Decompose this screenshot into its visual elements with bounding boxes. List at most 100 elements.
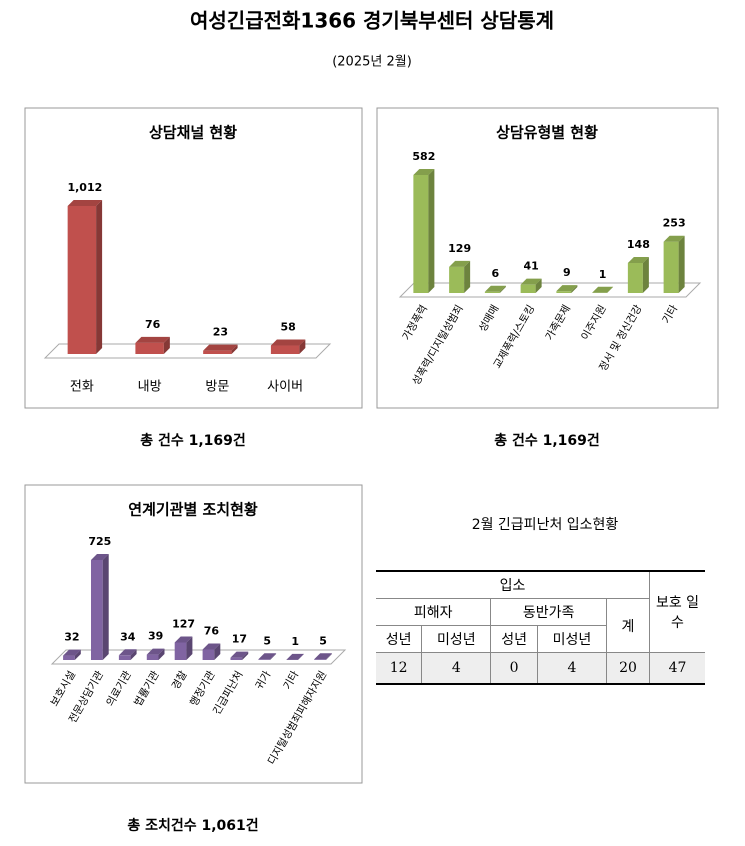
bar: [286, 653, 305, 660]
bar: [146, 648, 165, 660]
bar-top: [314, 653, 332, 660]
chart-box: [24, 484, 363, 784]
bar-top: [449, 260, 471, 267]
total-label: 총 건수 1,169건: [494, 432, 600, 449]
bar-side: [214, 643, 221, 660]
value-label: 148: [627, 238, 650, 251]
data-cell: 47: [649, 652, 705, 685]
bar-top: [258, 653, 277, 660]
bar-front: [146, 654, 159, 660]
value-label: 253: [663, 217, 686, 230]
admission-table: 입소 보호 일수 피해자 동반가족 계 성년 미성년 성년 미성년 12 4 0…: [376, 570, 705, 685]
value-label: 582: [412, 150, 435, 163]
bar-side: [186, 636, 193, 660]
value-label: 34: [120, 630, 136, 643]
data-cell: 4: [536, 652, 608, 685]
value-label: 41: [523, 260, 538, 273]
bar: [592, 286, 614, 293]
bar: [67, 200, 103, 354]
bar-front: [90, 560, 103, 660]
value-label: 1: [291, 635, 299, 648]
bar-top: [203, 344, 238, 351]
header-cell: 미성년: [536, 625, 608, 653]
value-label: 725: [88, 535, 111, 548]
data-cell: 20: [606, 652, 650, 685]
bar-side: [130, 649, 137, 660]
data-cell: 12: [376, 652, 423, 685]
value-label: 129: [448, 242, 471, 255]
bar-side: [535, 278, 542, 293]
bar-side: [325, 653, 332, 660]
chart-title: 연계기관별 조치현황: [128, 501, 258, 519]
bar-front: [118, 655, 131, 660]
bar: [230, 651, 249, 660]
value-label: 39: [148, 630, 163, 643]
bar-top: [202, 643, 221, 650]
bar-front: [627, 262, 643, 293]
floor: [398, 282, 702, 298]
bar-top: [67, 200, 103, 206]
bar-top: [286, 653, 305, 660]
value-label: 17: [232, 633, 247, 646]
category-label: 내방: [138, 380, 162, 395]
bar: [118, 649, 137, 660]
bar-side: [607, 286, 614, 293]
bar: [556, 285, 578, 293]
bar: [413, 169, 435, 293]
header-cell: 계: [606, 598, 650, 653]
data-cell: 4: [421, 652, 492, 685]
value-label: 58: [280, 321, 295, 334]
bar-top: [627, 256, 649, 263]
bar-top: [556, 285, 578, 292]
value-label: 76: [204, 625, 220, 638]
bar-top: [90, 554, 109, 560]
bar-side: [158, 648, 165, 660]
value-label: 5: [263, 634, 271, 647]
category-label: 전화: [70, 380, 94, 395]
bar: [314, 653, 332, 660]
bar: [203, 344, 238, 354]
bar-front: [135, 342, 164, 354]
value-label: 127: [172, 617, 195, 630]
chart-title: 상담채널 현황: [149, 124, 237, 142]
bar: [484, 285, 506, 293]
bar-side: [163, 336, 170, 354]
bar-front: [202, 649, 215, 660]
bar-side: [270, 653, 277, 660]
value-label: 76: [145, 318, 161, 331]
bar: [258, 653, 277, 660]
bar-top: [592, 286, 614, 293]
bar-top: [146, 648, 165, 655]
data-cell: 0: [490, 652, 538, 685]
value-label: 5: [319, 634, 327, 647]
bar-side: [428, 169, 435, 293]
bar-front: [258, 659, 271, 660]
bar-top: [520, 278, 542, 285]
value-label: 32: [64, 631, 79, 644]
value-label: 23: [213, 326, 228, 339]
bar-front: [270, 345, 300, 354]
bar-side: [642, 256, 649, 293]
bar-side: [102, 554, 109, 660]
bar-top: [230, 651, 249, 658]
category-label: 방문: [205, 380, 229, 395]
value-label: 1: [599, 268, 607, 281]
bar-front: [63, 655, 75, 660]
bar-front: [203, 350, 232, 354]
bar-front: [230, 657, 243, 660]
category-label: 사이버: [267, 380, 303, 395]
bar: [449, 260, 471, 293]
header-cell: 입소: [376, 570, 650, 599]
floor: [43, 343, 332, 359]
value-label: 6: [492, 267, 500, 280]
bar-top: [118, 649, 137, 656]
bar-side: [231, 344, 238, 354]
bar-side: [299, 339, 306, 354]
header-cell: 미성년: [421, 625, 492, 653]
bar-front: [484, 291, 500, 293]
bar-front: [556, 291, 572, 293]
bar-side: [242, 651, 249, 660]
bar-top: [174, 636, 193, 643]
bar-side: [96, 200, 103, 354]
